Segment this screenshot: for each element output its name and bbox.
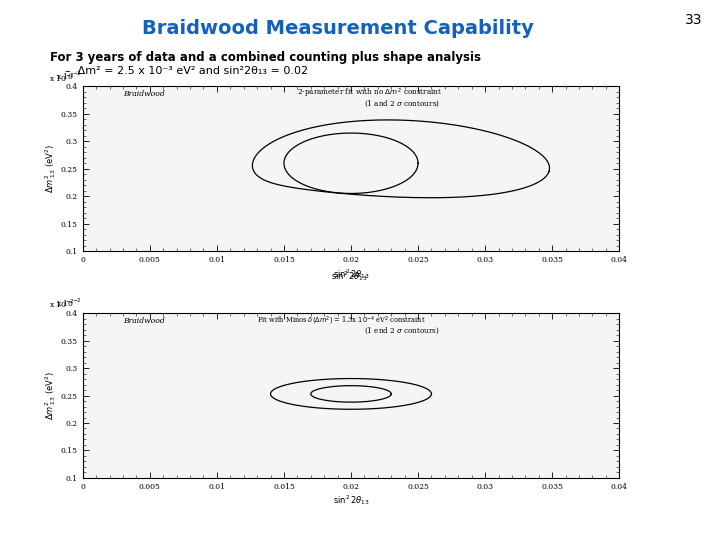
Text: (1 end 2 $\sigma$ contours): (1 end 2 $\sigma$ contours) [364,325,441,335]
Text: Braidwood: Braidwood [123,316,165,325]
Text: –  Δm² = 2.5 x 10⁻³ eV² and sin²2θ₁₃ = 0.02: – Δm² = 2.5 x 10⁻³ eV² and sin²2θ₁₃ = 0.… [65,66,308,76]
X-axis label: $\sin^2 2\theta_{13}$: $\sin^2 2\theta_{13}$ [333,494,369,508]
Text: 2-parameter fit with no $\Delta m^2$ constraint: 2-parameter fit with no $\Delta m^2$ con… [297,87,443,100]
Text: x 10$^{-2}$: x 10$^{-2}$ [49,298,75,310]
Text: x 10$^{-2}$: x 10$^{-2}$ [56,296,82,309]
Text: 33: 33 [685,14,702,28]
Y-axis label: $\Delta m^2_{\ 13}\ (\mathrm{eV}^2)$: $\Delta m^2_{\ 13}\ (\mathrm{eV}^2)$ [43,371,58,420]
Text: $\sin^2 2\theta_{13}$: $\sin^2 2\theta_{13}$ [330,269,368,283]
Text: Fit with Minos $\delta(\Delta m^2)$ = 1.3x $10^{-4}$ eV$^2$ constraint: Fit with Minos $\delta(\Delta m^2)$ = 1.… [257,314,426,327]
Text: x 10$^{-2}$: x 10$^{-2}$ [49,71,75,84]
Text: x 10$^{-2}$: x 10$^{-2}$ [56,70,82,82]
Text: Braidwood: Braidwood [123,90,165,98]
Text: Braidwood Measurement Capability: Braidwood Measurement Capability [143,19,534,38]
Y-axis label: $\Delta m^2_{\ 13}\ (\mathrm{eV}^2)$: $\Delta m^2_{\ 13}\ (\mathrm{eV}^2)$ [43,144,58,193]
X-axis label: $\sin^2 2\theta_{13}$: $\sin^2 2\theta_{13}$ [333,267,369,281]
Text: (1 and 2 $\sigma$ contours): (1 and 2 $\sigma$ contours) [364,98,441,109]
Text: For 3 years of data and a combined counting plus shape analysis: For 3 years of data and a combined count… [50,51,482,64]
